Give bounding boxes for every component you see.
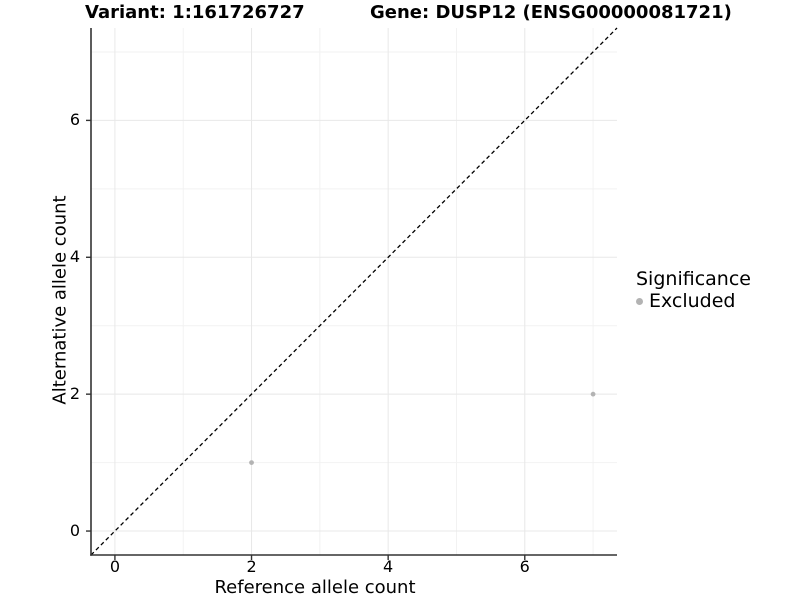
gene-title: Gene: DUSP12 (ENSG00000081721) — [370, 2, 732, 23]
data-point — [249, 460, 254, 466]
legend-entry-excluded: Excluded — [636, 290, 751, 312]
legend: Significance Excluded — [636, 268, 751, 312]
y-tick-label: 2 — [69, 384, 80, 404]
y-tick-label: 0 — [69, 521, 80, 541]
x-axis-title: Reference allele count — [214, 577, 416, 598]
x-tick-label: 0 — [109, 557, 120, 576]
y-tick-label: 6 — [69, 110, 80, 130]
legend-entry-label: Excluded — [649, 290, 736, 312]
data-point — [590, 391, 596, 397]
x-tick-label: 4 — [383, 557, 394, 576]
y-axis-title: Alternative allele count — [49, 195, 71, 405]
y-tick-label: 4 — [69, 247, 80, 267]
legend-point-icon — [636, 297, 643, 305]
x-tick-label: 2 — [246, 557, 257, 576]
variant-title: Variant: 1:161726727 — [85, 2, 305, 23]
legend-title: Significance — [636, 268, 751, 290]
x-tick-label: 6 — [519, 557, 530, 576]
identity-reference-line — [90, 27, 618, 556]
